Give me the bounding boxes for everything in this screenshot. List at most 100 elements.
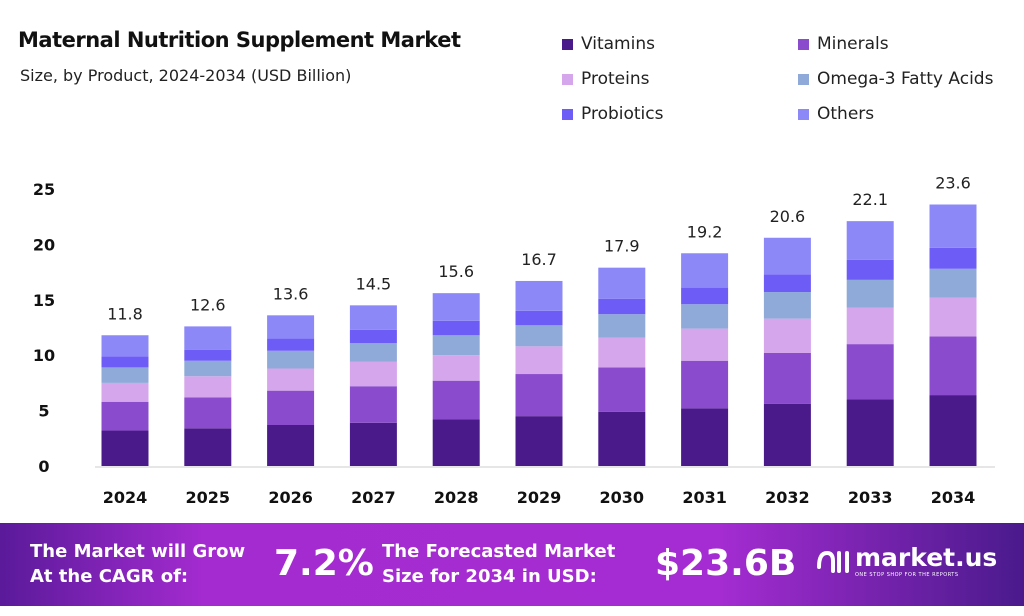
y-tick-label: 20 bbox=[33, 235, 55, 254]
bar-segment bbox=[598, 298, 646, 315]
market-us-logo: market.us ONE STOP SHOP FOR THE REPORTS bbox=[815, 543, 997, 578]
bar-segment bbox=[929, 247, 977, 269]
bar-segment bbox=[929, 204, 977, 248]
legend-swatch bbox=[562, 108, 573, 120]
bar-segment bbox=[101, 401, 149, 431]
bar-segment bbox=[101, 430, 149, 466]
bar-segment bbox=[846, 259, 894, 280]
bar-segment bbox=[184, 349, 232, 361]
bar-segment bbox=[432, 335, 480, 356]
bar-segment bbox=[184, 397, 232, 429]
bar-segment bbox=[515, 280, 563, 311]
bar-segment bbox=[184, 376, 232, 398]
legend-label: Vitamins bbox=[581, 34, 655, 54]
total-label: 20.6 bbox=[770, 207, 806, 226]
x-tick-label: 2024 bbox=[103, 488, 148, 507]
legend-label: Omega-3 Fatty Acids bbox=[817, 69, 994, 89]
chart-subtitle: Size, by Product, 2024-2034 (USD Billion… bbox=[20, 66, 352, 85]
legend-label: Minerals bbox=[817, 34, 889, 54]
y-tick-label: 15 bbox=[33, 291, 55, 310]
bar-segment bbox=[763, 237, 811, 275]
total-label: 11.8 bbox=[107, 304, 143, 323]
logo-tagline: ONE STOP SHOP FOR THE REPORTS bbox=[855, 572, 959, 578]
bar-segment bbox=[763, 318, 811, 353]
stacked-bar-chart: 051015202511.8202412.6202513.6202614.520… bbox=[33, 174, 995, 507]
x-tick-label: 2029 bbox=[517, 488, 562, 507]
bar-segment bbox=[267, 350, 315, 369]
legend-swatch bbox=[562, 73, 573, 85]
bar-segment bbox=[598, 411, 646, 466]
bar-segment bbox=[681, 304, 729, 329]
logo-text: market.us bbox=[855, 543, 998, 572]
legend-item: Probiotics bbox=[562, 104, 798, 124]
logo-icon bbox=[817, 550, 849, 573]
x-tick-label: 2034 bbox=[931, 488, 976, 507]
bar-segment bbox=[763, 352, 811, 404]
legend-label: Proteins bbox=[581, 69, 650, 89]
cagr-label: The Market will Grow At the CAGR of: bbox=[30, 539, 245, 589]
chart-title: Maternal Nutrition Supplement Market bbox=[18, 28, 461, 52]
bar-segment bbox=[101, 382, 149, 402]
bar-segment bbox=[846, 399, 894, 466]
bar-segment bbox=[598, 267, 646, 299]
bar-segment bbox=[349, 329, 397, 344]
total-label: 19.2 bbox=[687, 222, 723, 241]
bar-segment bbox=[846, 307, 894, 345]
legend-item: Vitamins bbox=[562, 34, 798, 54]
bar-segment bbox=[763, 403, 811, 466]
x-tick-label: 2026 bbox=[268, 488, 313, 507]
legend-swatch bbox=[798, 38, 809, 50]
bar-segment bbox=[598, 337, 646, 368]
x-tick-label: 2027 bbox=[351, 488, 396, 507]
legend-swatch bbox=[798, 73, 809, 85]
bar-segment bbox=[432, 355, 480, 381]
bar-segment bbox=[681, 287, 729, 305]
bar-segment bbox=[681, 328, 729, 361]
x-tick-label: 2028 bbox=[434, 488, 479, 507]
forecast-label-line1: The Forecasted Market bbox=[382, 541, 616, 562]
bar-segment bbox=[846, 221, 894, 260]
x-tick-label: 2032 bbox=[765, 488, 810, 507]
bar-segment bbox=[432, 380, 480, 420]
legend-swatch bbox=[798, 108, 809, 120]
bar-segment bbox=[267, 368, 315, 391]
x-tick-label: 2033 bbox=[848, 488, 893, 507]
y-tick-label: 0 bbox=[38, 457, 49, 476]
total-label: 23.6 bbox=[935, 174, 971, 193]
bar-segment bbox=[267, 425, 315, 466]
legend-item: Minerals bbox=[798, 34, 1022, 54]
bar-segment bbox=[929, 395, 977, 466]
y-tick-label: 5 bbox=[38, 402, 49, 421]
bar-segment bbox=[515, 416, 563, 466]
bar-segment bbox=[101, 367, 149, 383]
total-label: 17.9 bbox=[604, 237, 640, 256]
legend-item: Omega-3 Fatty Acids bbox=[798, 69, 1022, 89]
bar-segment bbox=[515, 325, 563, 347]
bar-segment bbox=[349, 386, 397, 423]
footer-banner: The Market will Grow At the CAGR of: 7.2%… bbox=[0, 523, 1024, 606]
y-tick-label: 10 bbox=[33, 346, 55, 365]
forecast-label-line2: Size for 2034 in USD: bbox=[382, 566, 597, 587]
bar-segment bbox=[349, 305, 397, 330]
bar-segment bbox=[598, 367, 646, 412]
bar-segment bbox=[681, 360, 729, 409]
bar-segment bbox=[929, 297, 977, 337]
total-label: 16.7 bbox=[521, 250, 557, 269]
cagr-label-line1: The Market will Grow bbox=[30, 541, 246, 562]
bar-segment bbox=[929, 336, 977, 396]
bar-segment bbox=[515, 310, 563, 326]
bar-segment bbox=[184, 360, 232, 377]
bar-segment bbox=[763, 292, 811, 319]
bar-segment bbox=[515, 346, 563, 375]
legend-label: Others bbox=[817, 104, 875, 124]
bar-segment bbox=[349, 361, 397, 387]
total-label: 22.1 bbox=[852, 190, 888, 209]
bar-segment bbox=[349, 422, 397, 466]
bar-segment bbox=[681, 253, 729, 288]
legend: Vitamins Minerals Proteins Omega-3 Fatty Ac… bbox=[562, 34, 1022, 124]
x-tick-label: 2025 bbox=[186, 488, 231, 507]
total-label: 14.5 bbox=[356, 274, 392, 293]
total-label: 12.6 bbox=[190, 295, 226, 314]
legend-label: Probiotics bbox=[581, 104, 664, 124]
bar-segment bbox=[432, 419, 480, 466]
